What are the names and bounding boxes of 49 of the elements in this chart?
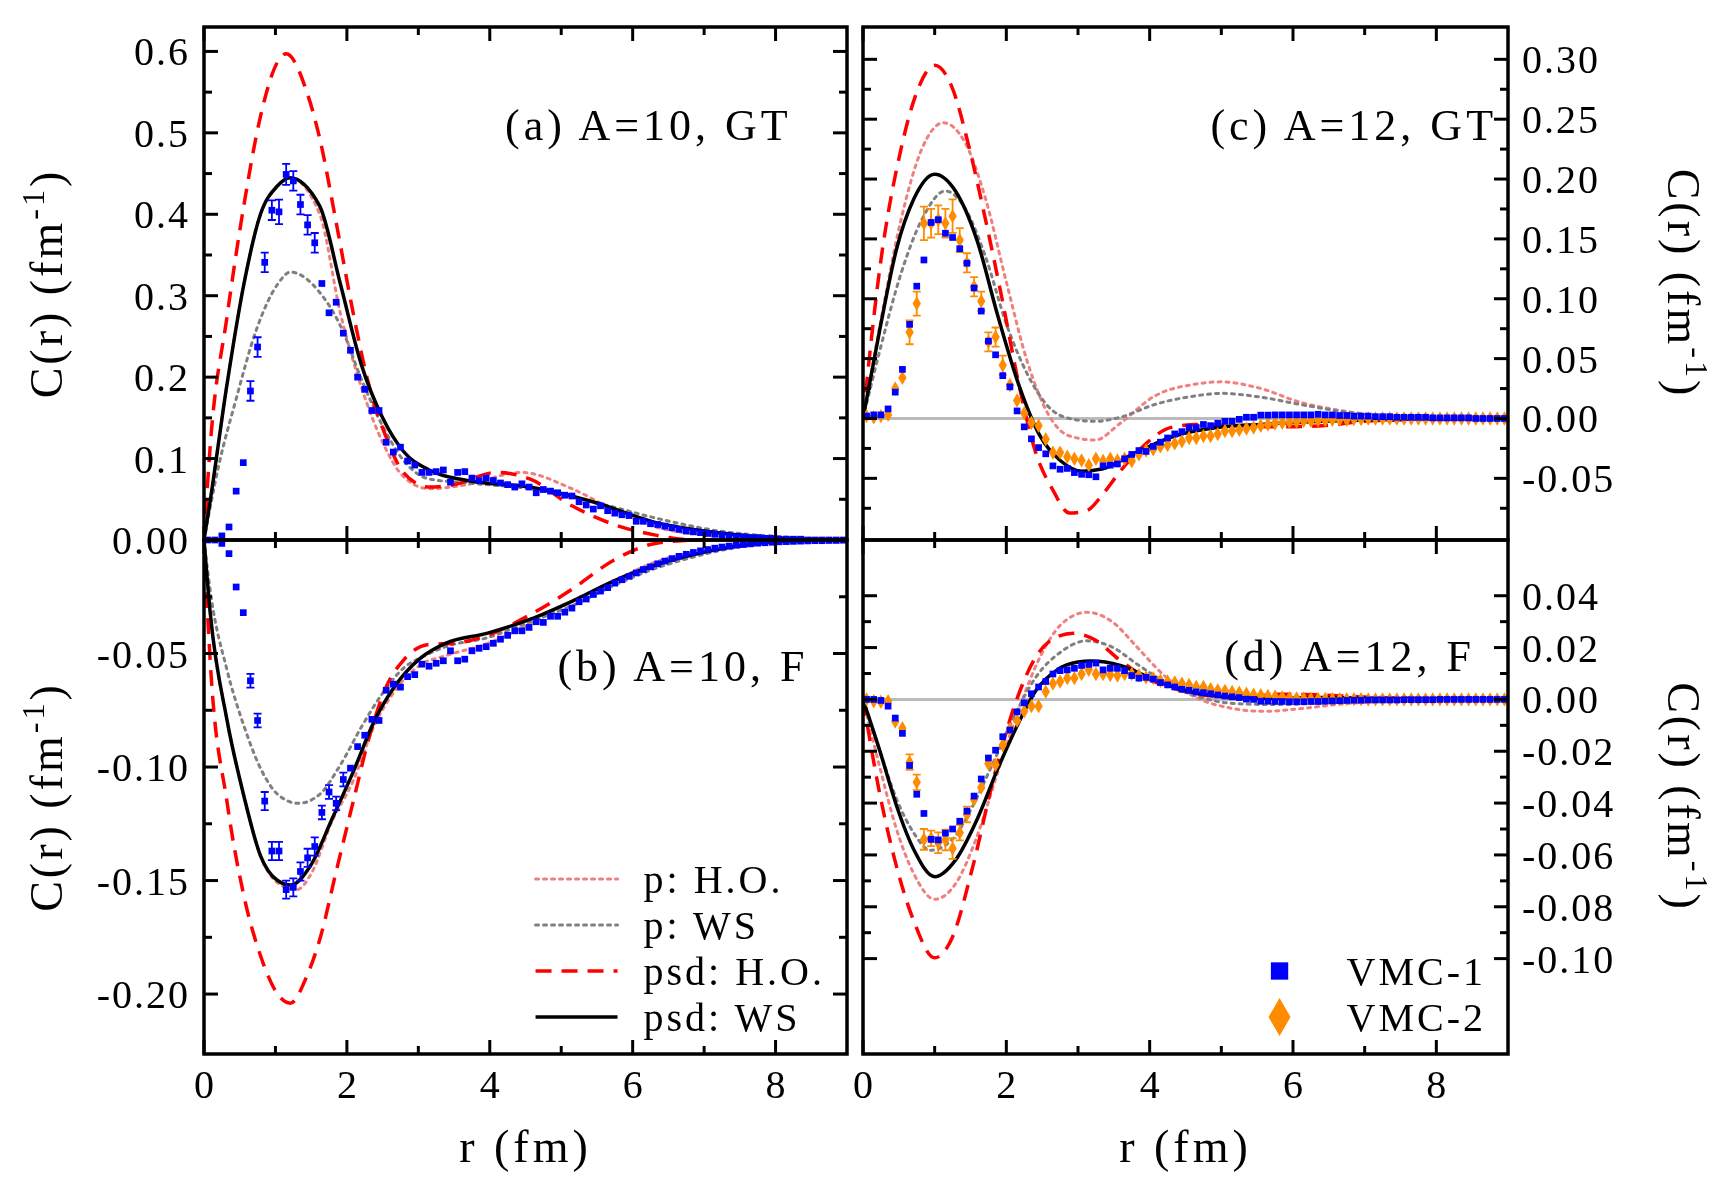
y-tick-label: -0.10: [1522, 936, 1616, 982]
x-tick-label: 2: [996, 1062, 1017, 1107]
x-tick-label: 4: [479, 1062, 500, 1107]
annotation: (a) A=10, GT: [505, 100, 792, 150]
y-tick-label: -0.15: [96, 858, 190, 904]
y-tick-label: 0.2: [134, 355, 190, 401]
x-tick-label: 0: [194, 1062, 214, 1107]
y-tick-label: 0.3: [134, 273, 190, 319]
y-tick-label: -0.02: [1522, 729, 1616, 775]
y-tick-label: -0.05: [96, 631, 190, 677]
legend-label: p: WS: [643, 903, 759, 948]
y-tick-label: 0.15: [1522, 216, 1600, 262]
legend-label: psd: H.O.: [643, 949, 825, 994]
x-tick-label: 8: [765, 1062, 786, 1107]
legend-label: VMC-2: [1346, 995, 1486, 1040]
annotation: (c) A=12, GT: [1210, 100, 1498, 150]
y-tick-label: -0.10: [96, 745, 190, 791]
y-tick-label: 0.10: [1522, 276, 1600, 322]
y-tick-label: 0.20: [1522, 157, 1600, 203]
x-tick-label: 0: [853, 1062, 873, 1107]
y-tick-label: 0.6: [134, 29, 190, 75]
y-tick-label: 0.4: [134, 192, 190, 238]
y-tick-label: 0.5: [134, 110, 190, 156]
annotation: (b) A=10, F: [557, 642, 809, 692]
y-tick-label: 0.02: [1522, 625, 1600, 671]
y-tick-label: 0.04: [1522, 573, 1600, 619]
x-tick-label: 6: [1283, 1062, 1303, 1107]
legend-label: psd: WS: [643, 995, 801, 1040]
legend-label: p: H.O.: [643, 857, 784, 902]
y-tick-label: 0.25: [1522, 97, 1600, 143]
annotation: (d) A=12, F: [1224, 631, 1476, 681]
y-tick-label: 0.00: [1522, 677, 1600, 723]
legend-label: VMC-1: [1346, 949, 1486, 994]
x-tick-label: 6: [622, 1062, 643, 1107]
y-tick-label: -0.20: [96, 972, 190, 1018]
y-tick-label: 0.00: [1522, 396, 1600, 442]
y-tick-label: 0.30: [1522, 37, 1600, 83]
x-axis-title: r (fm): [459, 1121, 592, 1172]
x-tick-label: 2: [336, 1062, 357, 1107]
y-tick-label: -0.06: [1522, 832, 1616, 878]
y-tick-label: 0.05: [1522, 336, 1600, 382]
x-axis-title: r (fm): [1119, 1121, 1252, 1172]
y-tick-label: 0.00: [112, 518, 190, 563]
x-tick-label: 8: [1426, 1062, 1447, 1107]
y-tick-label: -0.05: [1522, 456, 1616, 502]
y-tick-label: 0.1: [134, 436, 190, 482]
x-tick-label: 4: [1139, 1062, 1160, 1107]
y-tick-label: -0.04: [1522, 781, 1616, 827]
y-tick-label: -0.08: [1522, 884, 1616, 930]
